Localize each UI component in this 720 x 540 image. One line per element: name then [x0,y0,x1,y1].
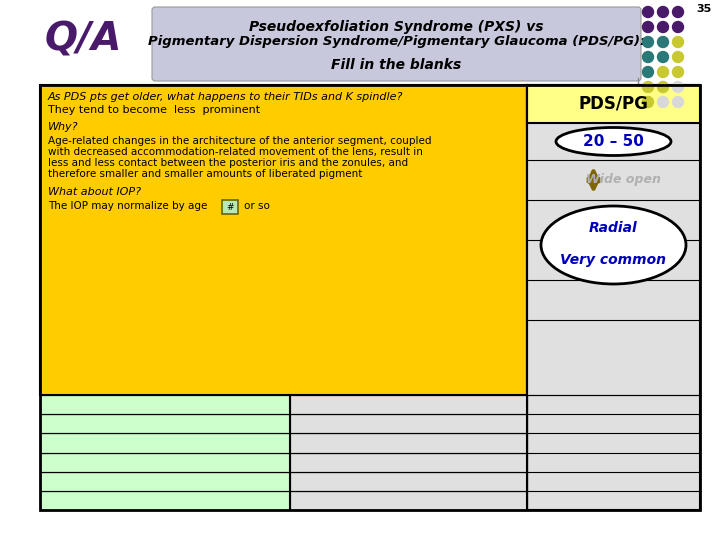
Circle shape [672,6,683,17]
Text: They tend to become  less  prominent: They tend to become less prominent [48,105,260,115]
Bar [290,491,527,510]
Bar [40,85,527,395]
Text: Wide open: Wide open [586,173,661,186]
Circle shape [672,82,683,92]
Text: with decreased accommodation-related movement of the lens, result in: with decreased accommodation-related mov… [48,147,423,157]
Text: Why?: Why? [48,122,78,132]
Text: Radial: Radial [589,221,638,235]
Circle shape [642,82,654,92]
Bar [40,453,290,471]
Bar [40,471,290,491]
Circle shape [642,22,654,32]
Text: 20 – 50: 20 – 50 [583,134,644,149]
Text: #: # [226,202,234,212]
Text: Fill in the blanks: Fill in the blanks [331,58,462,72]
Bar [290,433,527,453]
Ellipse shape [556,127,671,156]
Circle shape [657,97,668,107]
Bar [290,471,527,491]
Circle shape [657,82,668,92]
Circle shape [672,37,683,48]
Bar [40,395,290,414]
Circle shape [642,51,654,63]
Circle shape [672,97,683,107]
Bar [222,200,238,214]
Circle shape [657,51,668,63]
Circle shape [672,66,683,78]
Circle shape [642,66,654,78]
Bar [40,491,290,510]
Text: Age-related changes in the architecture of the anterior segment, coupled: Age-related changes in the architecture … [48,136,431,146]
Text: 35: 35 [697,4,712,14]
Circle shape [672,22,683,32]
Circle shape [657,22,668,32]
Text: The IOP may normalize by age: The IOP may normalize by age [48,201,207,211]
Text: PDS/PG: PDS/PG [579,95,649,113]
Text: What about IOP?: What about IOP? [48,187,141,197]
Text: less and less contact between the posterior iris and the zonules, and: less and less contact between the poster… [48,158,408,168]
Bar [40,85,700,510]
Bar [40,433,290,453]
Circle shape [642,97,654,107]
Bar [527,85,700,123]
Text: or so: or so [244,201,270,211]
Circle shape [657,66,668,78]
Text: Q/A: Q/A [45,21,122,59]
Text: Pseudoexfoliation Syndrome (PXS) vs: Pseudoexfoliation Syndrome (PXS) vs [249,20,544,34]
Text: As PDS pts get older, what happens to their TIDs and K spindle?: As PDS pts get older, what happens to th… [48,92,403,102]
Ellipse shape [541,206,686,284]
Circle shape [642,6,654,17]
Circle shape [672,51,683,63]
Bar [290,414,527,433]
Circle shape [657,37,668,48]
Text: Pigmentary Dispersion Syndrome/Pigmentary Glaucoma (PDS/PG):: Pigmentary Dispersion Syndrome/Pigmentar… [148,36,645,49]
Bar [527,85,700,510]
Bar [290,395,527,414]
Text: Very common: Very common [560,253,667,267]
Circle shape [657,6,668,17]
Bar [40,414,290,433]
Bar [290,453,527,471]
Text: therefore smaller and smaller amounts of liberated pigment: therefore smaller and smaller amounts of… [48,169,362,179]
Circle shape [642,37,654,48]
FancyBboxPatch shape [152,7,641,81]
